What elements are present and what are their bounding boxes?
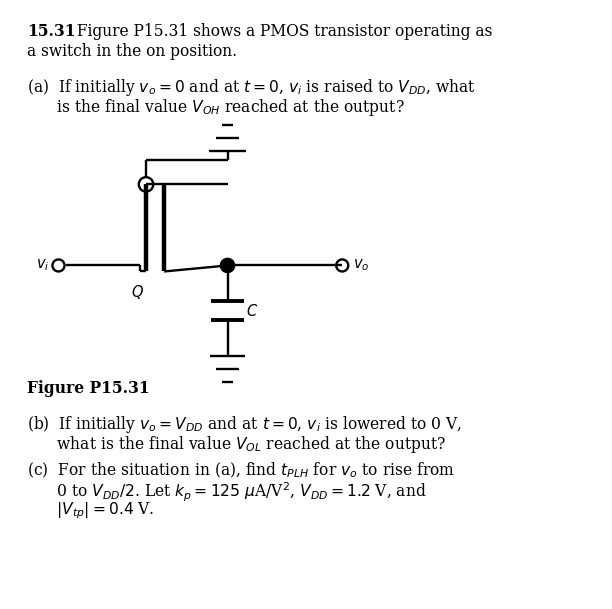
Text: $|V_{tp}| = 0.4$ V.: $|V_{tp}| = 0.4$ V. (27, 501, 155, 521)
Text: $Q$: $Q$ (130, 283, 143, 301)
Text: 15.31: 15.31 (27, 23, 76, 40)
Text: $C$: $C$ (245, 303, 258, 319)
Text: $v_o$: $v_o$ (353, 258, 370, 273)
Text: 0 to $V_{DD}/2$. Let $k_p = 125\ \mu$A/V$^2$, $V_{DD} = 1.2$ V, and: 0 to $V_{DD}/2$. Let $k_p = 125\ \mu$A/V… (27, 481, 427, 504)
Text: Figure P15.31 shows a PMOS transistor operating as: Figure P15.31 shows a PMOS transistor op… (72, 23, 493, 40)
Text: is the final value $V_{OH}$ reached at the output?: is the final value $V_{OH}$ reached at t… (27, 97, 405, 118)
Text: what is the final value $V_{OL}$ reached at the output?: what is the final value $V_{OL}$ reached… (27, 434, 446, 455)
Text: (b)  If initially $v_o = V_{DD}$ and at $t = 0$, $v_i$ is lowered to 0 V,: (b) If initially $v_o = V_{DD}$ and at $… (27, 414, 462, 435)
Text: a switch in the on position.: a switch in the on position. (27, 43, 237, 60)
Text: (c)  For the situation in (a), find $t_{PLH}$ for $v_o$ to rise from: (c) For the situation in (a), find $t_{P… (27, 460, 455, 480)
Text: $v_i$: $v_i$ (36, 258, 50, 273)
Text: Figure P15.31: Figure P15.31 (27, 379, 150, 396)
Circle shape (221, 259, 234, 272)
Text: (a)  If initially $v_o = 0$ and at $t = 0$, $v_i$ is raised to $V_{DD}$, what: (a) If initially $v_o = 0$ and at $t = 0… (27, 77, 476, 99)
